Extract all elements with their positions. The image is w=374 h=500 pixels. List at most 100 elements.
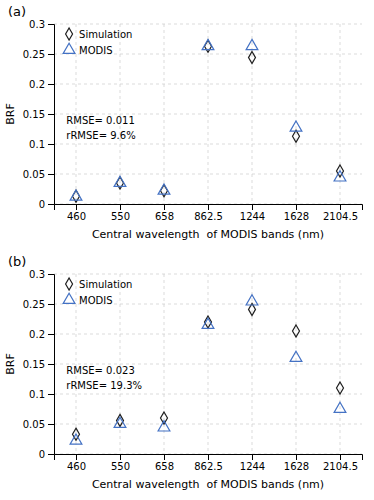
y-tick: 0.3: [29, 19, 54, 30]
x-tick: 2104.5: [323, 454, 358, 472]
panel-label: (a): [8, 4, 26, 19]
x-tick: 1628: [284, 204, 309, 222]
y-tick: 0: [39, 449, 54, 460]
y-tick: 0.1: [29, 139, 54, 150]
point: [202, 318, 214, 328]
y-tick-mark: [48, 174, 54, 175]
point: [114, 417, 126, 427]
panel: 460550658862.5124416282104.500.050.10.15…: [4, 4, 363, 241]
legend-label: MODIS: [79, 45, 113, 56]
grid-line-x: [296, 274, 297, 454]
legend: Simulation MODIS: [63, 28, 132, 56]
y-tick-mark: [48, 144, 54, 145]
x-tick: 862.5: [194, 454, 223, 472]
y-tick-mark: [48, 364, 54, 365]
legend: Simulation MODIS: [63, 278, 132, 306]
point: [249, 52, 256, 64]
y-tick-label: 0: [39, 199, 45, 210]
y-tick-label: 0.15: [23, 109, 45, 120]
point: [246, 295, 258, 305]
y-tick-label: 0.3: [29, 19, 45, 30]
y-tick-mark: [48, 304, 54, 305]
x-tick: 658: [155, 454, 174, 472]
panel-label: (b): [8, 254, 26, 269]
x-axis: 460550658862.5124416282104.5: [55, 204, 363, 222]
y-tick-mark: [48, 84, 54, 85]
x-tick-label: 1628: [284, 461, 309, 472]
y-tick-label: 0.25: [23, 49, 45, 60]
y-tick-mark: [48, 394, 54, 395]
y-tick: 0.25: [23, 49, 54, 60]
point: [205, 40, 212, 52]
y-tick-label: 0: [39, 449, 45, 460]
x-tick-mark: [76, 454, 77, 460]
x-tick-label: 862.5: [194, 211, 223, 222]
legend-item: Simulation: [66, 28, 133, 40]
y-tick-label: 0.2: [29, 79, 45, 90]
x-tick-label: 550: [111, 461, 130, 472]
x-tick-label: 1628: [284, 211, 309, 222]
x-tick: 550: [111, 204, 130, 222]
y-tick-mark: [48, 334, 54, 335]
y-axis: 00.050.10.150.20.250.3: [23, 269, 55, 460]
x-tick: 1244: [240, 454, 265, 472]
y-tick: 0.2: [29, 79, 54, 90]
x-tick-label: 550: [111, 211, 130, 222]
annotation: RMSE= 0.023rRMSE= 19.3%: [66, 365, 142, 391]
y-tick-label: 0.25: [23, 299, 45, 310]
point: [158, 421, 170, 431]
x-axis-line: [55, 455, 363, 461]
x-tick-label: 1244: [240, 461, 265, 472]
x-tick-label: 460: [67, 461, 86, 472]
legend-item: Simulation: [66, 278, 133, 290]
legend-symbol: [66, 278, 73, 290]
x-tick: 460: [67, 204, 86, 222]
legend-label: MODIS: [79, 295, 113, 306]
legend-label: Simulation: [79, 29, 132, 40]
grid-line-x: [340, 274, 341, 454]
y-tick: 0: [39, 199, 54, 210]
y-tick-label: 0.1: [29, 139, 45, 150]
legend-symbol: [63, 43, 75, 53]
point: [161, 412, 168, 424]
x-tick-label: 1244: [240, 211, 265, 222]
x-tick-mark: [208, 204, 209, 210]
y-tick-mark: [48, 424, 54, 425]
point: [293, 130, 300, 142]
grid-line-x: [164, 274, 165, 454]
grid-line-x: [252, 274, 253, 454]
x-tick-mark: [252, 204, 253, 210]
annotation: RMSE= 0.011rRMSE= 9.6%: [66, 115, 135, 141]
y-tick: 0.15: [23, 109, 54, 120]
annotation-line: RMSE= 0.011: [66, 115, 134, 126]
grid: [54, 274, 362, 454]
y-tick-label: 0.2: [29, 329, 45, 340]
x-tick-label: 658: [155, 461, 174, 472]
legend-label: Simulation: [79, 279, 132, 290]
point: [161, 185, 168, 197]
x-tick-label: 2104.5: [323, 211, 358, 222]
x-tick-mark: [76, 204, 77, 210]
grid-line-x: [296, 24, 297, 204]
y-axis-line: [48, 275, 55, 455]
legend-symbol: [66, 28, 73, 40]
y-tick-mark: [48, 454, 54, 455]
y-axis-title: BRF: [4, 103, 17, 125]
y-tick-label: 0.05: [23, 169, 45, 180]
x-axis-title: Central wavelength of MODIS bands (nm): [92, 228, 324, 241]
x-tick-mark: [120, 204, 121, 210]
x-tick-mark: [164, 204, 165, 210]
x-tick-mark: [120, 454, 121, 460]
x-tick-mark: [296, 204, 297, 210]
legend-item: MODIS: [63, 293, 112, 305]
x-tick: 1628: [284, 454, 309, 472]
annotation-line: RMSE= 0.023: [66, 365, 134, 376]
grid-line-x: [76, 24, 77, 204]
legend-symbol: [63, 293, 75, 303]
x-tick-label: 862.5: [194, 461, 223, 472]
x-tick: 2104.5: [323, 204, 358, 222]
y-tick: 0.3: [29, 269, 54, 280]
point: [290, 351, 302, 361]
x-tick-mark: [208, 454, 209, 460]
y-tick: 0.1: [29, 389, 54, 400]
